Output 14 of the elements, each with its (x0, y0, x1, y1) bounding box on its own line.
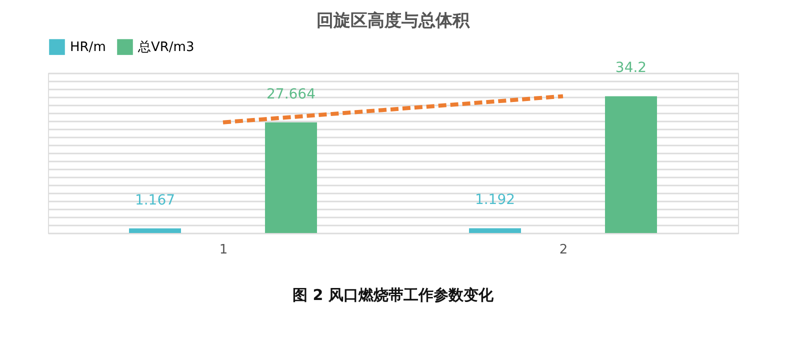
data-label: 27.664 (266, 86, 316, 102)
data-label: 1.167 (134, 192, 176, 208)
caption: 图 2 风口燃烧带工作参数变化 (292, 286, 494, 304)
bar (469, 228, 521, 233)
legend-label: HR/m (70, 40, 106, 56)
data-label: 34.2 (615, 60, 647, 76)
x-tick-label: 1 (219, 242, 228, 258)
chart-title: 回旋区高度与总体积 (316, 11, 470, 31)
legend-label: 总VR/m3 (137, 40, 194, 56)
bar (605, 96, 657, 233)
bar (265, 122, 317, 233)
x-tick-label: 2 (559, 242, 568, 258)
data-label: 1.192 (474, 192, 516, 208)
bar (129, 228, 181, 233)
